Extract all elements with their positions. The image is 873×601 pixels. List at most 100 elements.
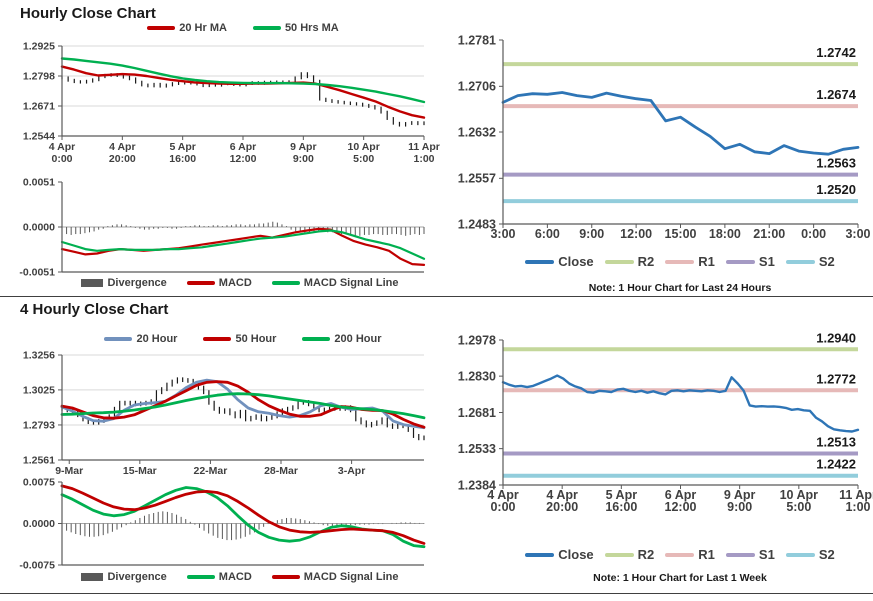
hourly-macd-legend: Divergence MACD MACD Signal Line <box>50 277 430 289</box>
legend-label: MACD <box>218 277 252 289</box>
line-swatch-icon <box>302 337 331 341</box>
legend-item-r1: R1 <box>665 547 715 562</box>
four-hourly-macd-chart: 0.0075 0.0000 -0.0075 <box>19 477 426 572</box>
legend-label: S2 <box>818 547 835 562</box>
line-swatch-icon <box>604 259 634 264</box>
pivot-label-R1: 1.2772 <box>816 371 856 386</box>
y-tick-label: 1.2781 <box>458 33 496 47</box>
y-tick-label: 1.2384 <box>458 478 496 492</box>
line-swatch-icon <box>252 26 281 30</box>
legend-label: S2 <box>818 254 835 269</box>
x-tick-label: 6 Apr <box>230 141 256 153</box>
x-tick-label: 9:00 <box>727 500 752 514</box>
line-swatch-icon <box>785 552 815 557</box>
legend-label: 200 Hour <box>334 333 382 345</box>
divergence-bars <box>61 511 425 541</box>
divergence-bars <box>61 221 425 236</box>
legend-label: S1 <box>758 547 775 562</box>
x-tick-label: 9 Apr <box>290 141 316 153</box>
legend-item-50-hour: 50 Hour <box>203 333 276 345</box>
y-tick-label: 1.2925 <box>23 41 55 53</box>
series-50-hrs-ma <box>60 57 426 104</box>
legend-item-s1: S1 <box>725 547 775 562</box>
y-tick-label: 0.0051 <box>23 177 55 189</box>
legend-item-macd: MACD <box>186 277 252 289</box>
x-tick-label: 0:00 <box>490 500 515 514</box>
four-hourly-macd-legend: Divergence MACD MACD Signal Line <box>50 571 430 583</box>
line-swatch-icon <box>604 552 634 557</box>
legend-item-r1: R1 <box>665 254 715 269</box>
legend-label: MACD <box>218 571 252 583</box>
y-tick-label: 1.2978 <box>458 333 496 347</box>
legend-label: 20 Hour <box>136 333 178 345</box>
legend-label: MACD Signal Line <box>303 277 399 289</box>
legend-label: R1 <box>698 254 715 269</box>
x-tick-label: 28-Mar <box>264 465 298 477</box>
line-swatch-icon <box>104 337 133 341</box>
pivot-label-S2: 1.2422 <box>816 457 856 472</box>
legend-label: R2 <box>637 254 655 269</box>
line-swatch-icon <box>203 337 232 341</box>
series-macd <box>60 227 426 266</box>
x-tick-label: 20:00 <box>546 500 578 514</box>
line-swatch-icon <box>186 575 215 579</box>
legend-label: 20 Hr MA <box>179 22 227 34</box>
line-swatch-icon <box>665 552 695 557</box>
bar-swatch-icon <box>81 573 104 581</box>
line-swatch-icon <box>725 259 755 264</box>
four-hourly-price-legend: 20 Hour 50 Hour 200 Hour <box>62 333 424 345</box>
x-tick-label: 4 Apr <box>487 488 519 502</box>
y-tick-label: 1.2561 <box>23 455 55 467</box>
line-swatch-icon <box>525 552 555 557</box>
x-tick-label: 15-Mar <box>123 465 157 477</box>
legend-item-200-hour: 200 Hour <box>302 333 382 345</box>
legend-item-20-hr-ma: 20 Hr MA <box>147 22 227 34</box>
hourly-macd-chart: 0.0051 0.0000 -0.0051 <box>19 177 426 279</box>
series-20-hr-ma <box>60 65 426 119</box>
x-tick-label: 12:00 <box>230 153 257 165</box>
y-tick-label: 1.2533 <box>458 442 496 456</box>
legend-label: 50 Hour <box>235 333 277 345</box>
x-tick-label: 0:00 <box>801 227 826 241</box>
bar-swatch-icon <box>81 279 104 287</box>
x-tick-label: 11 Apr <box>408 141 440 153</box>
legend-item-s1: S1 <box>725 254 775 269</box>
y-tick-label: 1.2671 <box>23 101 55 113</box>
legend-label: R2 <box>637 547 655 562</box>
series-macd-signal-line <box>60 229 426 260</box>
hourly-price-legend: 20 Hr MA 50 Hrs MA <box>62 22 424 34</box>
x-tick-label: 4 Apr <box>109 141 135 153</box>
y-tick-label: 1.2544 <box>23 131 55 143</box>
x-tick-label: 20:00 <box>109 153 136 165</box>
x-tick-label: 11 Apr <box>839 488 873 502</box>
y-tick-label: 1.3256 <box>23 350 55 362</box>
x-tick-label: 1:00 <box>845 500 870 514</box>
legend-item-s2: S2 <box>785 254 835 269</box>
x-tick-label: 10 Apr <box>348 141 380 153</box>
y-tick-label: 0.0075 <box>23 477 55 489</box>
pivot-week-chart: 1.2940 1.2772 1.2513 1.2422 1.2978 1.2830 1.26… <box>458 330 873 514</box>
series-macd-signal-line <box>60 484 426 545</box>
line-swatch-icon <box>147 26 176 30</box>
y-tick-label: 0.0000 <box>23 518 55 530</box>
pivot-label-S2: 1.2520 <box>816 182 856 197</box>
line-swatch-icon <box>665 259 695 264</box>
x-tick-label: 9 Apr <box>724 488 756 502</box>
series-close <box>501 374 860 433</box>
legend-item-20-hour: 20 Hour <box>104 333 177 345</box>
y-tick-label: 1.2557 <box>458 172 496 186</box>
x-tick-label: 9-Mar <box>55 465 83 477</box>
y-tick-label: 1.2681 <box>458 406 496 420</box>
line-swatch-icon <box>186 281 215 285</box>
x-tick-label: 12:00 <box>620 227 652 241</box>
x-tick-label: 3-Apr <box>338 465 365 477</box>
y-tick-label: 0.0000 <box>23 222 55 234</box>
x-tick-label: 5 Apr <box>169 141 195 153</box>
legend-item-macd-signal-line: MACD Signal Line <box>271 571 399 583</box>
line-swatch-icon <box>525 259 555 264</box>
y-tick-label: 1.2706 <box>458 80 496 94</box>
pivot-label-R2: 1.2940 <box>816 330 856 345</box>
